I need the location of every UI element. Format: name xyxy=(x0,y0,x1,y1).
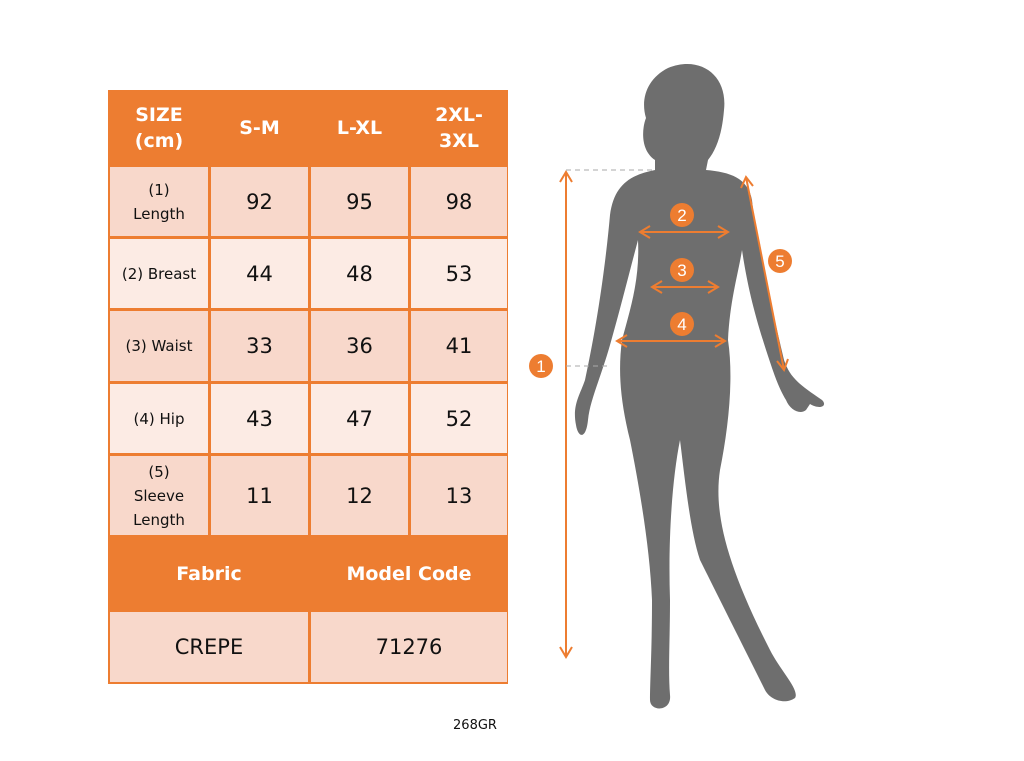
size-value-text: 52 xyxy=(445,406,473,431)
footer-header-cell: Fabric xyxy=(110,538,308,609)
size-value: 47 xyxy=(311,384,408,453)
product-code-caption: 268GR xyxy=(453,718,497,733)
footer-value-cell: CREPE xyxy=(110,612,308,682)
footer-header-cell: Model Code xyxy=(311,538,507,609)
footer-header-cell-text: Model Code xyxy=(346,562,472,585)
size-value: 33 xyxy=(211,311,308,381)
size-value-text: 13 xyxy=(445,483,473,508)
header-cell-text: S-M xyxy=(239,116,280,139)
row-label: (1) Length xyxy=(110,167,208,236)
row-label-text: (5) Sleeve Length xyxy=(133,462,185,529)
size-value: 95 xyxy=(311,167,408,236)
size-value-text: 95 xyxy=(346,189,373,214)
marker-number: 5 xyxy=(775,252,784,271)
size-value: 41 xyxy=(411,311,507,381)
size-value-text: 41 xyxy=(445,334,473,358)
size-value: 53 xyxy=(411,239,507,308)
row-label: (5) Sleeve Length xyxy=(110,456,208,535)
size-value: 13 xyxy=(411,456,507,535)
size-value-text: 48 xyxy=(346,261,373,286)
row-label-text: (1) Length xyxy=(133,180,185,223)
size-value-text: 33 xyxy=(246,334,273,358)
marker-number: 4 xyxy=(677,315,686,334)
marker-number: 2 xyxy=(677,206,686,225)
size-value: 12 xyxy=(311,456,408,535)
size-value: 43 xyxy=(211,384,308,453)
size-value: 11 xyxy=(211,456,308,535)
marker-number: 3 xyxy=(677,261,686,280)
marker-circle xyxy=(670,312,694,336)
size-value-text: 53 xyxy=(445,261,473,286)
header-cell-text: SIZE (cm) xyxy=(134,103,184,152)
header-cell: 2XL- 3XL xyxy=(411,91,507,164)
marker-circle xyxy=(670,203,694,227)
header-cell: SIZE (cm) xyxy=(110,91,208,164)
size-chart-table: SIZE (cm) S-M L-XL 2XL- 3XL (1) Length 92 95 98… xyxy=(108,90,508,684)
size-value-text: 47 xyxy=(346,406,373,431)
header-cell-text: 2XL- 3XL xyxy=(435,103,483,152)
row-label-text: (4) Hip xyxy=(133,409,185,428)
marker-number: 1 xyxy=(536,357,545,376)
size-value: 52 xyxy=(411,384,507,453)
size-value: 98 xyxy=(411,167,507,236)
size-value-text: 11 xyxy=(246,483,273,508)
marker-circle xyxy=(670,258,694,282)
row-label: (4) Hip xyxy=(110,384,208,453)
size-value-text: 44 xyxy=(246,261,273,286)
marker-circle xyxy=(529,354,553,378)
header-cell: S-M xyxy=(211,91,308,164)
footer-header-cell-text: Fabric xyxy=(176,562,242,585)
row-label: (3) Waist xyxy=(110,311,208,381)
size-value: 36 xyxy=(311,311,408,381)
size-value-text: 43 xyxy=(246,406,273,431)
size-value: 44 xyxy=(211,239,308,308)
footer-value-cell-text: 71276 xyxy=(375,635,443,659)
footer-value-cell-text: CREPE xyxy=(174,635,244,659)
header-cell: L-XL xyxy=(311,91,408,164)
row-label: (2) Breast xyxy=(110,239,208,308)
header-cell-text: L-XL xyxy=(336,116,383,139)
size-value-text: 98 xyxy=(445,189,473,214)
row-label-text: (2) Breast xyxy=(121,264,197,283)
sleeve-arrow xyxy=(745,176,785,371)
size-value-text: 36 xyxy=(346,334,373,358)
marker-circle xyxy=(768,249,792,273)
footer-value-cell: 71276 xyxy=(311,612,507,682)
size-value-text: 92 xyxy=(246,189,273,214)
row-label-text: (3) Waist xyxy=(125,337,193,355)
size-value-text: 12 xyxy=(346,483,373,508)
size-value: 48 xyxy=(311,239,408,308)
woman-silhouette xyxy=(574,64,825,709)
size-value: 92 xyxy=(211,167,308,236)
